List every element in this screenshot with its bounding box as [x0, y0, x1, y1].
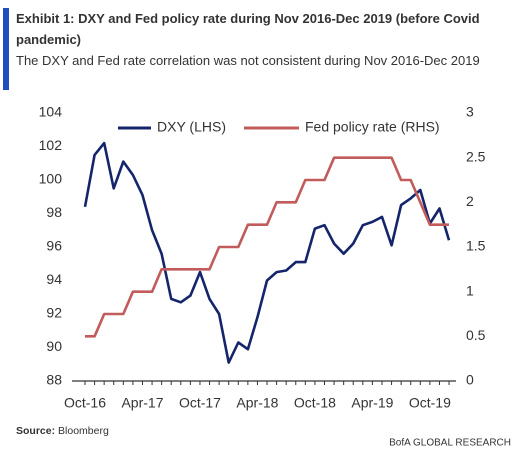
- source-text: Bloomberg: [58, 425, 109, 437]
- source-label: Source:: [16, 425, 55, 437]
- x-tick-label: Apr-18: [236, 395, 278, 411]
- y2-tick-label: 0: [466, 372, 474, 388]
- x-tick-label: Apr-17: [121, 395, 163, 411]
- y2-tick-label: 3: [466, 104, 474, 120]
- chart-title: Exhibit 1: DXY and Fed policy rate durin…: [16, 11, 480, 47]
- y2-tick-label: 1: [466, 282, 474, 298]
- y2-tick-label: 1.5: [466, 238, 486, 254]
- accent-bar: [3, 8, 9, 90]
- y-tick-label: 88: [46, 372, 62, 388]
- footer: BofA GLOBAL RESEARCH: [389, 438, 511, 449]
- y-tick-label: 90: [46, 338, 62, 354]
- y2-tick-label: 2: [466, 193, 474, 209]
- y-tick-label: 94: [46, 271, 62, 287]
- legend-label: DXY (LHS): [157, 119, 226, 135]
- y-tick-label: 92: [46, 305, 62, 321]
- source: Source: Bloomberg: [16, 425, 109, 437]
- text-line: The DXY and Fed rate correlation was not…: [16, 53, 480, 68]
- x-tick-label: Oct-19: [409, 395, 451, 411]
- y-tick-label: 102: [39, 137, 63, 153]
- x-tick-label: Oct-18: [294, 395, 336, 411]
- text-line: Exhibit 1: DXY and Fed policy rate durin…: [16, 11, 480, 26]
- text-line: pandemic): [16, 32, 81, 47]
- x-tick-label: Oct-17: [179, 395, 221, 411]
- x-tick-label: Apr-19: [351, 395, 393, 411]
- y2-tick-label: 0.5: [466, 327, 486, 343]
- legend-label: Fed policy rate (RHS): [305, 119, 440, 135]
- series-line: [85, 156, 449, 338]
- y-tick-label: 100: [39, 171, 63, 187]
- series-line: [83, 141, 451, 364]
- y-tick-label: 98: [46, 204, 62, 220]
- chart-subtitle: The DXY and Fed rate correlation was not…: [16, 53, 480, 68]
- x-tick-label: Oct-16: [64, 395, 106, 411]
- y2-tick-label: 2.5: [466, 148, 486, 164]
- y-tick-label: 96: [46, 238, 62, 254]
- y-tick-label: 104: [39, 104, 63, 120]
